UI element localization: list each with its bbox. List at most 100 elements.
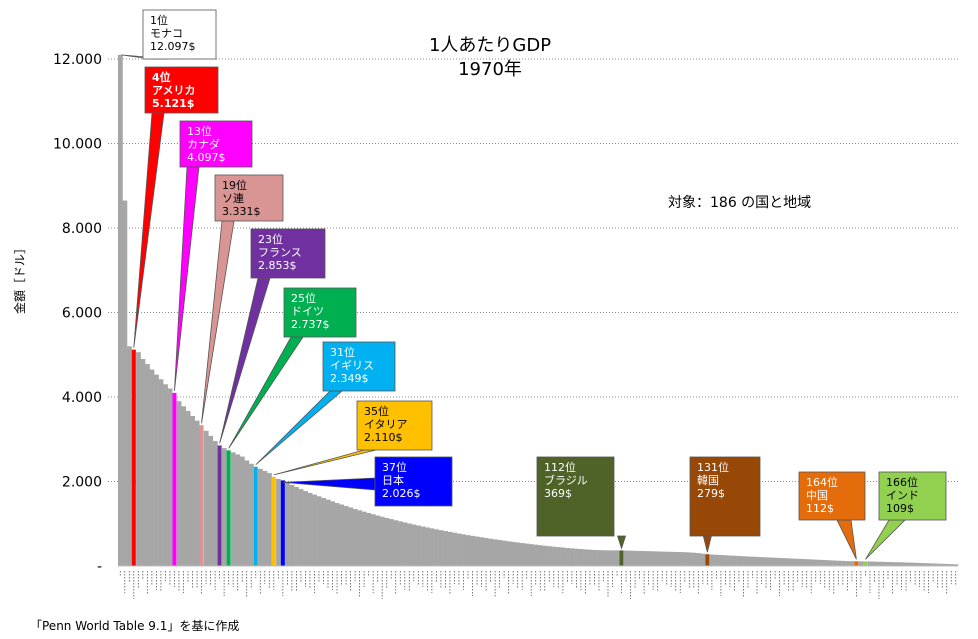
callout-pointer bbox=[702, 535, 712, 553]
bar bbox=[379, 516, 385, 566]
chart-subtitle: 1970年 bbox=[458, 59, 522, 80]
callout-value: 12.097$ bbox=[150, 40, 196, 53]
bar bbox=[723, 555, 728, 566]
bar bbox=[547, 546, 552, 566]
callout-value: 2.026$ bbox=[382, 487, 421, 500]
bar bbox=[781, 558, 787, 566]
bar bbox=[145, 364, 150, 566]
bar bbox=[127, 346, 132, 566]
bar bbox=[199, 425, 204, 566]
bar bbox=[759, 557, 765, 566]
bar bbox=[519, 543, 525, 566]
bar bbox=[470, 535, 476, 566]
callout-rank: 25位 bbox=[291, 291, 316, 305]
bar bbox=[619, 550, 624, 566]
bar bbox=[768, 557, 774, 566]
bar bbox=[763, 557, 769, 566]
bar bbox=[705, 554, 710, 566]
bar bbox=[158, 379, 164, 566]
bar bbox=[813, 559, 819, 566]
callout-country: フランス bbox=[258, 246, 302, 259]
callout-box bbox=[179, 120, 253, 168]
bar bbox=[411, 524, 417, 566]
bar bbox=[438, 530, 444, 566]
bar bbox=[818, 559, 823, 566]
y-tick-label: 12.000 bbox=[53, 52, 102, 68]
bar bbox=[398, 521, 403, 566]
bar bbox=[194, 420, 200, 566]
bar bbox=[714, 554, 719, 566]
bar bbox=[258, 468, 263, 566]
bar bbox=[434, 529, 439, 566]
bar bbox=[863, 561, 868, 566]
bar bbox=[867, 561, 873, 566]
bar bbox=[312, 494, 317, 566]
bar bbox=[501, 540, 507, 566]
bar bbox=[267, 473, 272, 566]
bar bbox=[732, 555, 737, 566]
bar bbox=[587, 549, 593, 566]
bar bbox=[741, 556, 746, 566]
callout-value: 279$ bbox=[697, 487, 725, 500]
bar bbox=[750, 556, 756, 566]
bar bbox=[325, 499, 331, 566]
bar bbox=[678, 552, 683, 566]
bar bbox=[930, 563, 936, 566]
bar bbox=[799, 558, 805, 566]
bar bbox=[375, 515, 381, 566]
bar bbox=[506, 541, 512, 566]
bar bbox=[953, 564, 959, 566]
bar bbox=[447, 531, 453, 566]
callout-value: 5.121$ bbox=[152, 97, 194, 110]
bar bbox=[149, 369, 155, 566]
callout-box bbox=[283, 287, 357, 338]
bar bbox=[330, 501, 336, 566]
bar bbox=[321, 497, 326, 566]
bar bbox=[425, 527, 430, 566]
callout-box bbox=[250, 228, 326, 279]
y-tick-label: 4.000 bbox=[62, 390, 102, 406]
bar bbox=[538, 545, 543, 566]
callout-country: ドイツ bbox=[291, 305, 324, 318]
bar bbox=[217, 445, 222, 566]
callout-box bbox=[536, 456, 615, 537]
bar bbox=[393, 520, 399, 566]
bar bbox=[845, 561, 850, 566]
bar bbox=[736, 556, 742, 566]
bar bbox=[510, 541, 516, 566]
bar bbox=[718, 555, 724, 566]
bar bbox=[203, 430, 209, 566]
callout-value: 3.331$ bbox=[222, 205, 261, 218]
callout-layer: 1位モナコ12.097$4位アメリカ5.121$13位カナダ4.097$19位ソ… bbox=[121, 9, 947, 560]
bar bbox=[840, 560, 846, 566]
callout-box bbox=[798, 471, 866, 521]
callout-value: 2.349$ bbox=[330, 372, 369, 385]
bar bbox=[298, 489, 304, 566]
bar bbox=[939, 563, 945, 566]
callout-rank: 131位 bbox=[697, 460, 729, 474]
callout-rank: 23位 bbox=[258, 232, 283, 246]
y-tick-label: 6.000 bbox=[62, 306, 102, 322]
bar bbox=[190, 416, 196, 566]
bar bbox=[614, 550, 620, 566]
callout-country: ブラジル bbox=[544, 473, 588, 487]
callout-rank: 164位 bbox=[806, 475, 838, 489]
bar bbox=[497, 540, 503, 566]
bar bbox=[402, 522, 408, 566]
bar bbox=[416, 525, 421, 566]
bar bbox=[294, 486, 299, 566]
bar bbox=[253, 466, 258, 566]
bar bbox=[881, 561, 886, 566]
bar bbox=[361, 511, 367, 566]
bar bbox=[352, 508, 358, 566]
bar bbox=[854, 561, 859, 566]
bar bbox=[700, 553, 706, 566]
bar bbox=[601, 550, 606, 566]
bar bbox=[926, 563, 932, 566]
